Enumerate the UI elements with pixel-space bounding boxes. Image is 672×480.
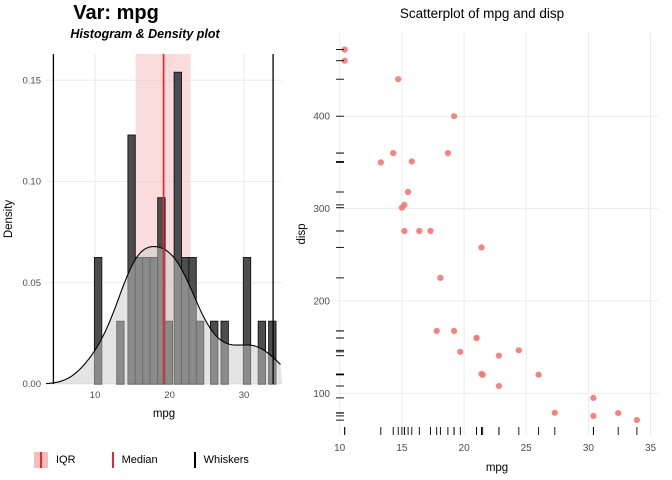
svg-text:100: 100	[313, 389, 330, 400]
legend-item-median: Median	[111, 452, 158, 468]
iqr-swatch-line-icon	[40, 452, 42, 468]
legend: IQR Median Whiskers	[34, 452, 249, 468]
svg-text:35: 35	[645, 443, 657, 454]
scatter-plot: 100 200 300 400 10 15 20 25 30 35 disp mpg	[296, 33, 658, 474]
iqr-swatch-icon	[34, 452, 48, 468]
svg-text:400: 400	[313, 112, 330, 123]
svg-text:mpg: mpg	[153, 408, 175, 420]
svg-text:disp: disp	[296, 223, 308, 244]
legend-label-iqr: IQR	[56, 454, 76, 466]
median-swatch-icon	[111, 452, 114, 468]
svg-text:0.15: 0.15	[23, 75, 42, 86]
svg-text:30: 30	[239, 390, 250, 401]
svg-text:15: 15	[396, 443, 408, 454]
legend-label-median: Median	[121, 454, 158, 466]
svg-text:25: 25	[521, 443, 533, 454]
legend-label-whiskers: Whiskers	[203, 454, 249, 466]
svg-text:200: 200	[313, 297, 330, 308]
svg-text:0.05: 0.05	[23, 278, 42, 289]
svg-text:20: 20	[164, 390, 175, 401]
svg-text:20: 20	[459, 443, 471, 454]
svg-text:30: 30	[583, 443, 595, 454]
whiskers-swatch-icon	[193, 452, 196, 468]
legend-item-whiskers: Whiskers	[193, 452, 249, 468]
svg-text:mpg: mpg	[486, 462, 508, 474]
scatter-title: Scatterplot of mpg and disp	[399, 6, 565, 21]
histogram-plot: 0.00 0.05 0.10 0.15 10 20 30 Density mpg	[3, 54, 282, 420]
histogram-title: Var: mpg	[73, 2, 159, 24]
scatter-panel: Scatterplot of mpg and disp 100 200 300 400…	[292, 0, 672, 480]
svg-text:0.10: 0.10	[23, 177, 42, 188]
svg-text:10: 10	[334, 443, 346, 454]
svg-text:10: 10	[90, 390, 101, 401]
svg-text:Density: Density	[3, 200, 15, 239]
svg-text:300: 300	[313, 204, 330, 215]
svg-text:0.00: 0.00	[23, 379, 42, 390]
legend-item-iqr: IQR	[34, 452, 76, 468]
histogram-subtitle: Histogram & Density plot	[70, 27, 220, 41]
histogram-panel: Var: mpg Histogram & Density plot 0.00 0.…	[0, 0, 292, 480]
